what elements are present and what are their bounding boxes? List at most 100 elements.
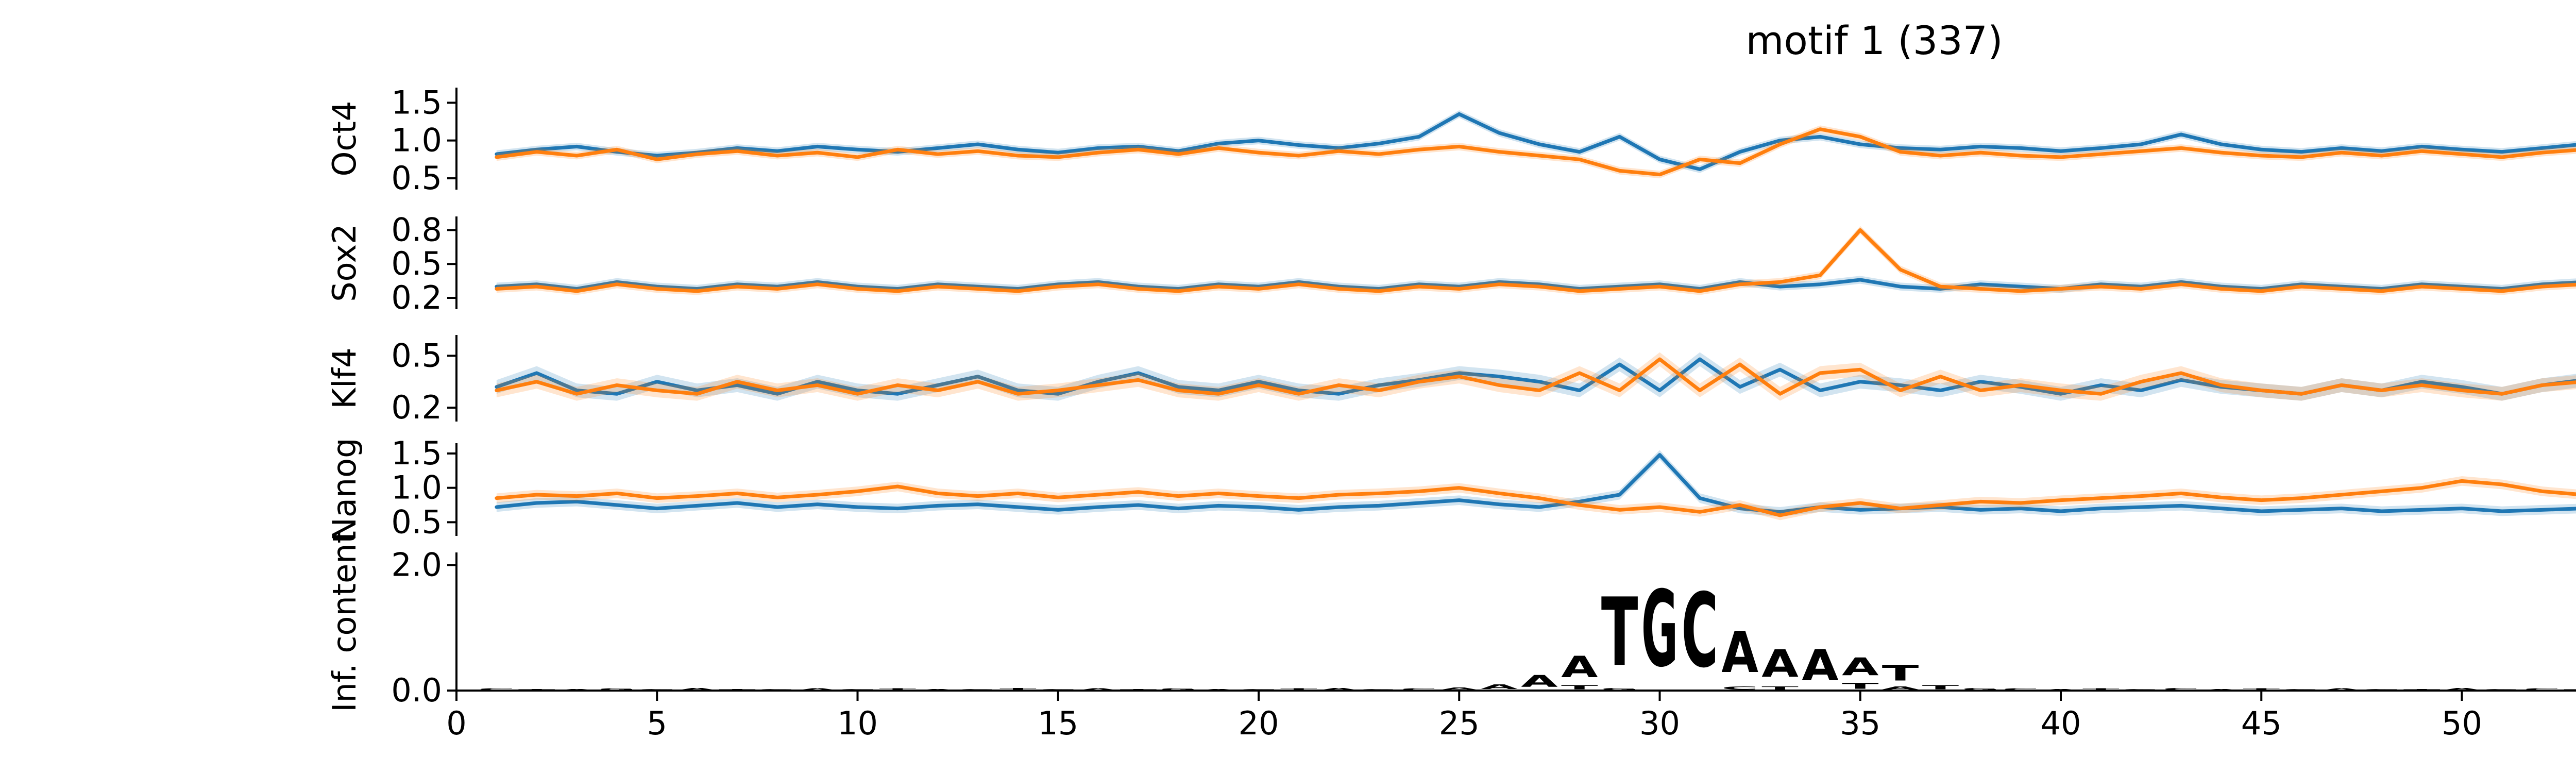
y-tick-label: 0.2 xyxy=(391,279,442,316)
logo-letter-A: A xyxy=(2042,688,2079,691)
logo-letter-C: C xyxy=(1040,688,1077,691)
line-series-orange xyxy=(495,479,2576,517)
logo-letter-T: T xyxy=(999,687,1037,691)
logo-letter-A: A xyxy=(1842,653,1879,681)
logo-letter-T: T xyxy=(719,688,756,691)
panel-klf4: 0.2 0.5 Klf4 xyxy=(326,335,2576,426)
x-tick-label: 0 xyxy=(446,704,466,742)
logo-letter-C: C xyxy=(1240,688,1277,691)
x-tick-label: 5 xyxy=(647,704,667,742)
logo-letter-G: G xyxy=(1962,687,1999,691)
logo-letter-G: G xyxy=(1160,688,1197,691)
logo-letter-T: T xyxy=(1280,688,1317,691)
logo-letter-T: T xyxy=(2403,688,2441,691)
y-tick-label: 2.0 xyxy=(391,546,442,583)
y-tick-label: 0.8 xyxy=(391,211,442,248)
y-axis-label: Inf. content xyxy=(326,531,363,712)
logo-letter-A: A xyxy=(1761,642,1799,685)
x-tick-label: 45 xyxy=(2241,704,2282,742)
line-series-blue xyxy=(495,278,2576,291)
logo-letter-C: C xyxy=(638,688,675,691)
y-tick-label: 1.0 xyxy=(391,122,442,159)
logo-letter-A: A xyxy=(919,688,956,691)
panel-nanog: 0.51.01.5 Nanog xyxy=(326,434,2576,541)
logo-letter-A: A xyxy=(799,688,836,691)
panels-group: 0.51.01.5Oct40.20.50.8Sox20.20.5Klf40.51… xyxy=(326,83,2576,742)
logo-letter-G: G xyxy=(959,688,996,691)
line-series-orange xyxy=(495,357,2576,396)
y-tick-label: 0.0 xyxy=(391,671,442,709)
logo-letter-T: T xyxy=(1120,688,1157,691)
y-axis-label: Oct4 xyxy=(326,101,363,177)
logo-letter-A: A xyxy=(558,688,596,691)
logo-letter-T: T xyxy=(1561,684,1598,691)
logo-letter-G: G xyxy=(2283,688,2320,691)
x-tick-label: 20 xyxy=(1239,704,1279,742)
logo-letter-A: A xyxy=(2203,688,2240,691)
logo-letter-C: C xyxy=(839,688,876,691)
line-series-orange xyxy=(495,127,2576,177)
logo-letter-T: T xyxy=(2082,688,2120,691)
logo-letter-G: G xyxy=(1361,688,1398,691)
confidence-band-orange xyxy=(496,125,2576,178)
panel-oct4: 0.51.01.5 Oct4 xyxy=(326,83,2576,197)
y-axis-label: Klf4 xyxy=(326,347,363,409)
logo-letter-A: A xyxy=(2323,688,2360,691)
logo-letter-A: A xyxy=(679,687,716,691)
logo-letter-G: G xyxy=(759,688,796,691)
y-tick-label: 0.5 xyxy=(391,159,442,197)
x-tick-label: 50 xyxy=(2442,704,2482,742)
logo-letter-A: A xyxy=(1440,687,1478,691)
logo-letter-A: A xyxy=(1721,620,1758,685)
logo-letter-G: G xyxy=(2484,688,2521,691)
x-tick-label: 25 xyxy=(1439,704,1480,742)
y-axis-label: Sox2 xyxy=(326,224,363,302)
logo-letter-C: C xyxy=(478,688,515,691)
logo-letter-T: T xyxy=(1601,578,1638,687)
logo-letter-A: A xyxy=(1521,672,1558,691)
logo-letter-A: A xyxy=(1802,640,1839,690)
chart-title: motif 1 (337) xyxy=(1745,18,2003,63)
logo-letter-A: A xyxy=(1320,687,1358,691)
y-tick-label: 1.5 xyxy=(391,83,442,121)
line-series-blue xyxy=(495,357,2576,396)
x-tick-label: 35 xyxy=(1840,704,1880,742)
logo-letter-C: C xyxy=(2163,687,2200,691)
line-series-blue xyxy=(495,453,2576,514)
y-tick-label: 1.0 xyxy=(391,469,442,507)
logo-letter-C: C xyxy=(1401,688,1438,691)
logo-letter-T: T xyxy=(1922,684,1959,691)
logo-letter-A: A xyxy=(1882,685,1919,691)
y-tick-label: 0.5 xyxy=(391,337,442,374)
logo-letter-T: T xyxy=(1761,685,1799,691)
y-tick-label: 0.5 xyxy=(391,245,442,282)
logo-letter-A: A xyxy=(1561,650,1598,684)
logo-letter-A: A xyxy=(1200,688,1237,691)
x-tick-label: 40 xyxy=(2041,704,2081,742)
logo-letter-G: G xyxy=(599,688,636,691)
logo-letter-T: T xyxy=(2564,688,2576,691)
logo-letter-A: A xyxy=(1481,683,1518,691)
x-tick-label: 30 xyxy=(1639,704,1680,742)
logo-letter-G: G xyxy=(1641,568,1679,690)
x-tick-label: 15 xyxy=(1038,704,1078,742)
logo-letter-C: C xyxy=(1721,685,1758,691)
logo-letter-C: C xyxy=(2363,688,2400,691)
logo-letter-T: T xyxy=(1842,681,1879,691)
confidence-band-blue xyxy=(496,450,2576,517)
logo-letter-G: G xyxy=(2123,688,2160,691)
logo-letter-C: C xyxy=(1682,572,1719,691)
logo-letter-T: T xyxy=(2243,688,2280,691)
logo-letter-A: A xyxy=(2444,687,2481,691)
panel-sox2: 0.20.50.8 Sox2 xyxy=(326,211,2576,316)
line-series-blue xyxy=(495,112,2576,171)
confidence-band-orange xyxy=(496,226,2576,295)
x-tick-label: 10 xyxy=(837,704,878,742)
logo-letter-G: G xyxy=(1601,687,1638,691)
y-tick-label: 0.2 xyxy=(391,389,442,426)
logo-letter-C: C xyxy=(2523,688,2561,691)
line-series-orange xyxy=(495,228,2576,293)
y-tick-label: 0.5 xyxy=(391,503,442,541)
